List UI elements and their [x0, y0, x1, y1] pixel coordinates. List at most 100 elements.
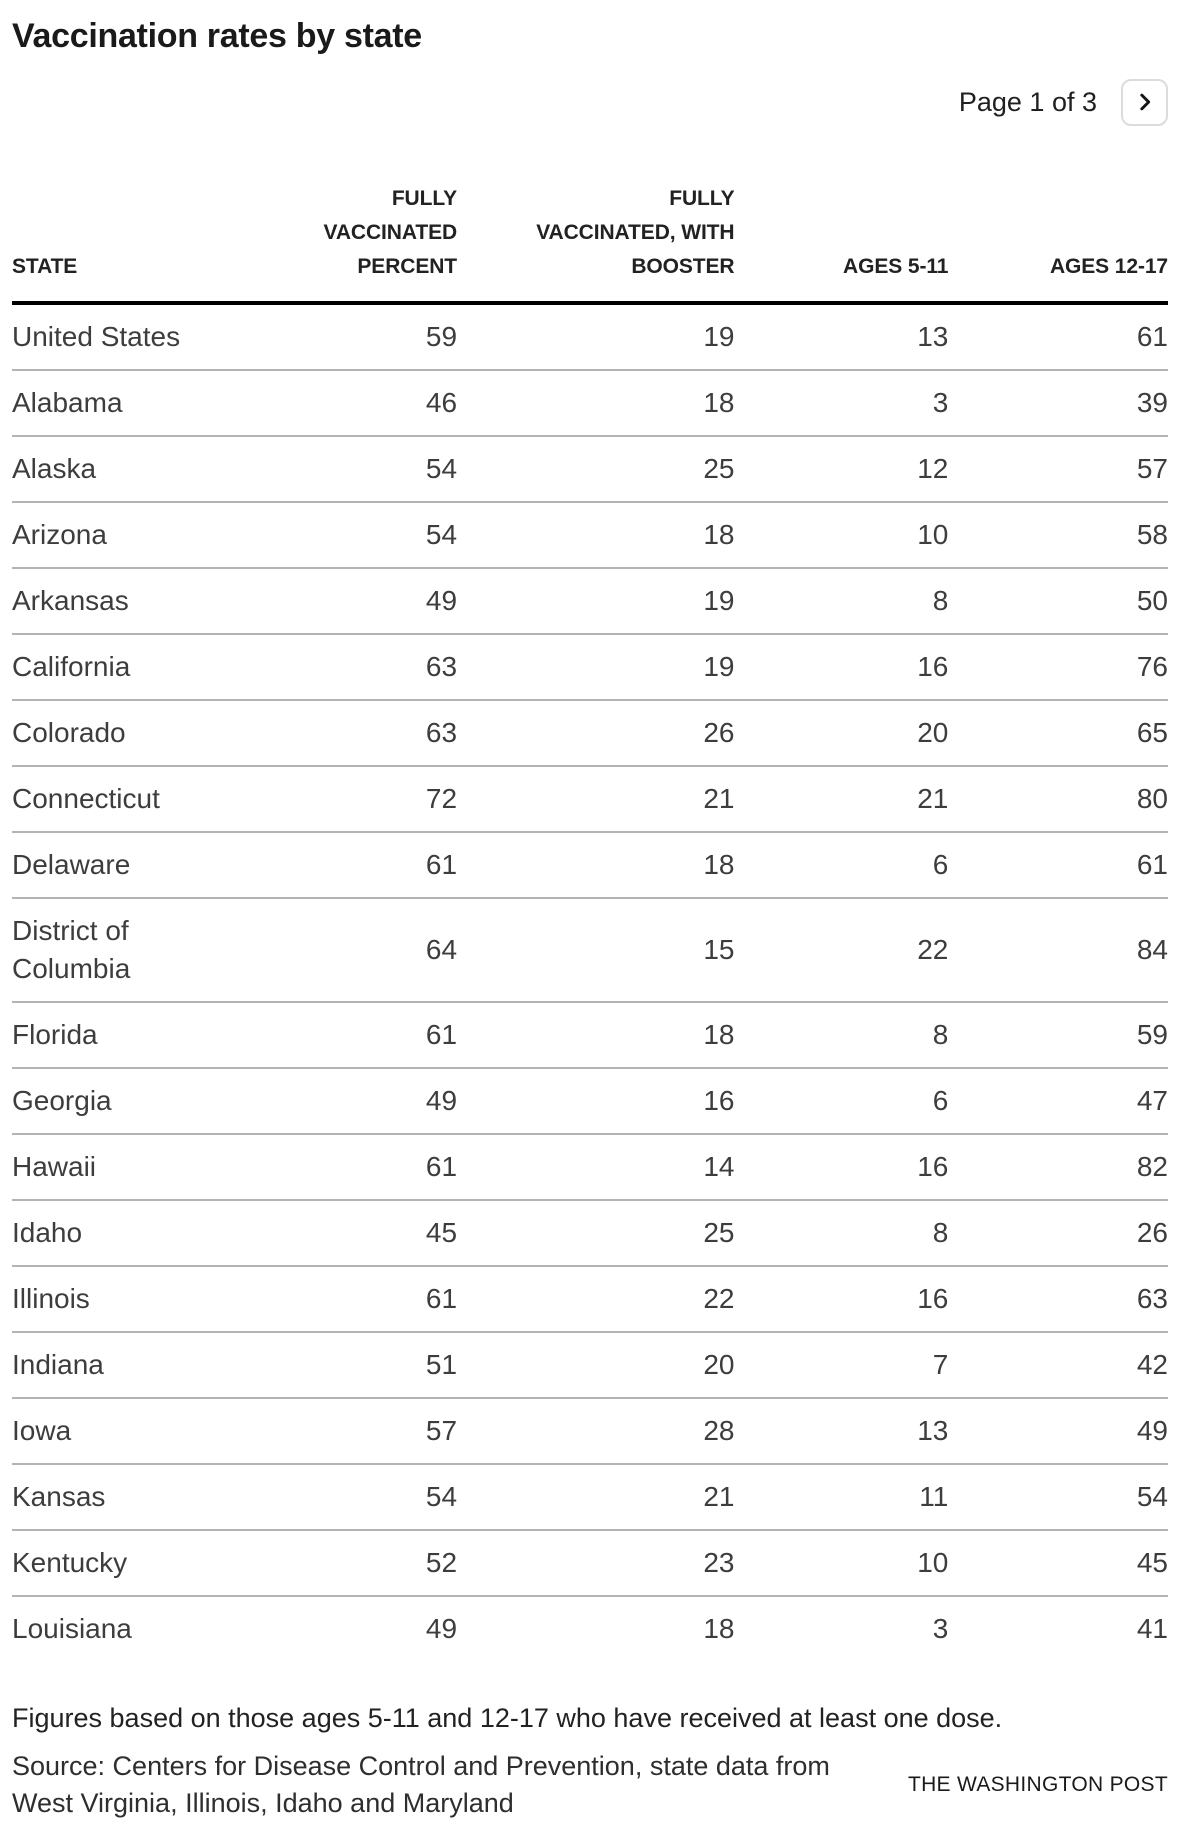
- value-cell: 6: [734, 832, 949, 899]
- value-cell: 8: [734, 1002, 949, 1069]
- value-cell: 58: [948, 502, 1168, 569]
- value-cell: 59: [948, 1002, 1168, 1069]
- value-cell: 46: [312, 370, 458, 437]
- value-cell: 49: [312, 568, 458, 635]
- source-text: Source: Centers for Disease Control and …: [12, 1751, 830, 1818]
- value-cell: 57: [948, 436, 1168, 503]
- value-cell: 18: [457, 832, 735, 899]
- state-cell: Connecticut: [12, 766, 313, 833]
- table-row: Georgia 49 16 6 47: [12, 1068, 1168, 1135]
- value-cell: 19: [457, 303, 735, 371]
- table-row: Connecticut 72 21 21 80: [12, 766, 1168, 833]
- value-cell: 61: [948, 832, 1168, 899]
- value-cell: 19: [457, 634, 735, 701]
- value-cell: 45: [948, 1530, 1168, 1597]
- value-cell: 28: [457, 1398, 735, 1465]
- value-cell: 49: [948, 1398, 1168, 1465]
- state-cell: Florida: [12, 1002, 313, 1069]
- value-cell: 8: [734, 568, 949, 635]
- value-cell: 16: [457, 1068, 735, 1135]
- col-header-ages-12-17: AGES 12-17: [948, 182, 1168, 305]
- value-cell: 50: [948, 568, 1168, 635]
- value-cell: 14: [457, 1134, 735, 1201]
- state-cell: Alabama: [12, 370, 313, 437]
- value-cell: 49: [425, 1613, 458, 1644]
- table-row: Iowa 57 28 13 49: [12, 1398, 1168, 1465]
- value-cell: 15: [457, 898, 735, 1003]
- state-cell: Indiana: [12, 1332, 313, 1399]
- table-row: Florida 61 18 8 59: [12, 1002, 1168, 1069]
- value-cell: 42: [948, 1332, 1168, 1399]
- value-cell: 10: [734, 502, 949, 569]
- value-cell: 65: [948, 700, 1168, 767]
- state-cell: Hawaii: [12, 1134, 313, 1201]
- value-cell: 18: [457, 502, 735, 569]
- value-cell: 54: [312, 502, 458, 569]
- state-cell: Georgia: [12, 1068, 313, 1135]
- value-cell: 18: [457, 370, 735, 437]
- table-row: Illinois 61 22 16 63: [12, 1266, 1168, 1333]
- table-row: Arizona 54 18 10 58: [12, 502, 1168, 569]
- next-page-button[interactable]: [1121, 78, 1168, 126]
- publisher-credit: THE WASHINGTON POST: [907, 1773, 1168, 1796]
- value-cell: 54: [948, 1464, 1168, 1531]
- value-cell: 63: [948, 1266, 1168, 1333]
- value-cell: 23: [457, 1530, 735, 1597]
- value-cell: 21: [457, 1464, 735, 1531]
- pagination-label: Page 1 of 3: [958, 86, 1097, 117]
- value-cell: 54: [312, 436, 458, 503]
- table-row: Idaho 45 25 8 26: [12, 1200, 1168, 1267]
- value-cell: 41: [1136, 1613, 1168, 1644]
- state-cell: Idaho: [12, 1200, 313, 1267]
- col-header-fully-vaccinated-percent: FULLY VACCINATED PERCENT: [312, 182, 457, 305]
- value-cell: 18: [457, 1002, 735, 1069]
- state-cell: Alaska: [12, 436, 313, 503]
- value-cell: 76: [948, 634, 1168, 701]
- value-cell: 8: [734, 1200, 949, 1267]
- page-title: Vaccination rates by state: [12, 17, 422, 55]
- table-row: Louisiana 49 18 3 41: [12, 1596, 1168, 1661]
- chevron-right-icon: [1134, 91, 1156, 113]
- col-header-fully-vaccinated-with-booster: FULLY VACCINATED, WITH BOOSTER: [457, 182, 735, 305]
- footnote: Figures based on those ages 5-11 and 12-…: [12, 1703, 1003, 1733]
- value-cell: 12: [734, 436, 949, 503]
- value-cell: 61: [312, 1134, 458, 1201]
- table-row: Kansas 54 21 11 54: [12, 1464, 1168, 1531]
- value-cell: 49: [312, 1068, 458, 1135]
- value-cell: 72: [312, 766, 458, 833]
- value-cell: 26: [457, 700, 735, 767]
- value-cell: 20: [734, 700, 949, 767]
- value-cell: 57: [312, 1398, 458, 1465]
- value-cell: 39: [948, 370, 1168, 437]
- value-cell: 16: [734, 634, 949, 701]
- value-cell: 21: [734, 766, 949, 833]
- value-cell: 13: [734, 1398, 949, 1465]
- table-row: United States 59 19 13 61: [12, 303, 1168, 371]
- state-cell: United States: [12, 303, 313, 371]
- value-cell: 10: [734, 1530, 949, 1597]
- value-cell: 20: [457, 1332, 735, 1399]
- value-cell: 3: [734, 370, 949, 437]
- vaccination-table: STATE FULLY VACCINATED PERCENT FULLY VAC…: [12, 182, 1168, 1661]
- state-cell: Louisiana: [12, 1613, 132, 1644]
- table-row: Alabama 46 18 3 39: [12, 370, 1168, 437]
- header-row: STATE FULLY VACCINATED PERCENT FULLY VAC…: [12, 182, 1168, 305]
- footer: Source: Centers for Disease Control and …: [12, 1748, 1168, 1822]
- value-cell: 51: [312, 1332, 458, 1399]
- value-cell: 7: [734, 1332, 949, 1399]
- value-cell: 11: [734, 1464, 949, 1531]
- value-cell: 16: [734, 1266, 949, 1333]
- value-cell: 25: [457, 436, 735, 503]
- table-body: United States 59 19 13 61 Alabama 46 18 3 39 Alask…: [12, 303, 1168, 1661]
- value-cell: 64: [312, 898, 458, 1003]
- value-cell: 80: [948, 766, 1168, 833]
- value-cell: 26: [948, 1200, 1168, 1267]
- value-cell: 16: [734, 1134, 949, 1201]
- value-cell: 82: [948, 1134, 1168, 1201]
- col-header-state: STATE: [12, 182, 313, 305]
- value-cell: 45: [312, 1200, 458, 1267]
- table-row: California 63 19 16 76: [12, 634, 1168, 701]
- value-cell: 54: [312, 1464, 458, 1531]
- value-cell: 61: [312, 1266, 458, 1333]
